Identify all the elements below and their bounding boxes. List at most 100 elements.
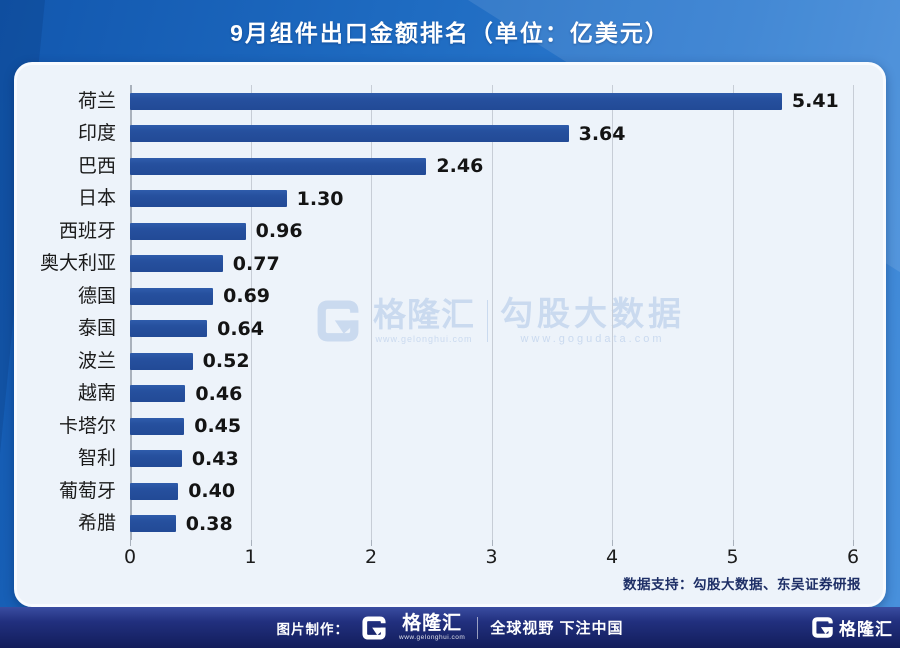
- footer-bar: 图片制作： 格隆汇 www.gelonghui.com 全球视野 下注中国 格隆…: [0, 607, 900, 648]
- gridline: [250, 85, 252, 546]
- bar-rows: 荷兰 5.41 印度 3.64 巴西 2.46 日本 1.30 西班牙 0.96 奥大利亚 0.77 德…: [17, 85, 883, 540]
- bar-row: 印度 3.64: [17, 118, 853, 151]
- bar-track: 0.43: [130, 443, 853, 476]
- x-tick-label: 6: [846, 546, 860, 568]
- gelonghui-logo-icon: [812, 617, 833, 638]
- bar-row: 西班牙 0.96: [17, 215, 853, 248]
- bar-row: 奥大利亚 0.77: [17, 248, 853, 281]
- bar-row: 希腊 0.38: [17, 508, 853, 541]
- bar-track: 0.40: [130, 475, 853, 508]
- bar: [130, 125, 569, 143]
- bar-chart: 荷兰 5.41 印度 3.64 巴西 2.46 日本 1.30 西班牙 0.96 奥大利亚 0.77 德…: [17, 85, 883, 546]
- page-title: 9月组件出口金额排名（单位：亿美元）: [230, 20, 670, 46]
- bar: [130, 352, 193, 370]
- bar: [130, 385, 186, 403]
- x-tick-label: 1: [244, 546, 257, 568]
- x-tick-label: 0: [123, 546, 137, 568]
- bar-value-label: 0.52: [202, 350, 250, 373]
- bar-row: 日本 1.30: [17, 183, 853, 216]
- bar-track: 1.30: [130, 183, 853, 216]
- made-by-label: 图片制作：: [276, 621, 349, 637]
- bar: [130, 287, 214, 305]
- bar-value-label: 0.69: [223, 285, 271, 308]
- category-label: 卡塔尔: [58, 414, 116, 437]
- bar-track: 2.46: [130, 150, 853, 183]
- bar-track: 0.77: [130, 248, 853, 281]
- gridline: [130, 85, 132, 546]
- category-label: 印度: [77, 122, 116, 145]
- chart-card: 格隆汇 www.gelonghui.com 勾股大数据 www.gogudata…: [14, 62, 886, 607]
- bar-track: 0.52: [130, 345, 853, 378]
- footer-right-logo: 格隆汇: [811, 607, 893, 648]
- bar-row: 巴西 2.46: [17, 150, 853, 183]
- footer-brand-block: 格隆汇 www.gelonghui.com: [399, 614, 465, 642]
- bar-row: 越南 0.46: [17, 378, 853, 411]
- category-label: 希腊: [77, 512, 116, 535]
- category-label: 西班牙: [58, 219, 116, 242]
- category-label: 德国: [77, 284, 116, 307]
- axis-tick: [491, 540, 493, 546]
- axis-tick: [853, 540, 854, 546]
- gridlines: [130, 85, 854, 546]
- bar-track: 3.64: [130, 118, 853, 151]
- gelonghui-logo-icon: [362, 615, 386, 640]
- bar: [130, 450, 182, 468]
- footer-divider: [477, 616, 479, 639]
- bar: [130, 417, 185, 435]
- x-tick-label: 3: [485, 546, 498, 568]
- bar-value-label: 0.64: [217, 317, 264, 340]
- x-axis: 0 1 2 3 4 5 6: [124, 546, 859, 572]
- bar: [130, 255, 223, 273]
- category-label: 日本: [77, 187, 116, 210]
- bar-row: 德国 0.69: [17, 280, 853, 313]
- bar-track: 0.38: [130, 508, 853, 541]
- category-label: 巴西: [77, 154, 116, 177]
- category-label: 智利: [77, 447, 116, 470]
- bar-value-label: 0.96: [255, 220, 303, 243]
- bar-row: 波兰 0.52: [17, 345, 853, 378]
- bar-track: 0.64: [130, 313, 853, 346]
- bar-value-label: 5.41: [791, 90, 839, 113]
- category-label: 荷兰: [77, 89, 116, 112]
- bar-value-label: 0.43: [191, 447, 239, 470]
- x-tick-label: 2: [364, 546, 378, 568]
- category-label: 泰国: [77, 317, 116, 340]
- bar: [130, 515, 176, 533]
- category-label: 奥大利亚: [39, 252, 116, 275]
- gridline: [853, 85, 854, 546]
- axis-tick: [250, 540, 252, 546]
- gridline: [371, 85, 372, 546]
- category-label: 越南: [77, 382, 116, 405]
- axis-tick: [612, 540, 613, 546]
- x-tick-label: 5: [726, 546, 739, 568]
- footer-brand-url: www.gelonghui.com: [399, 633, 466, 641]
- footer-slogan: 全球视野 下注中国: [490, 620, 624, 637]
- bar-value-label: 1.30: [296, 187, 344, 210]
- bar-value-label: 3.64: [578, 122, 626, 145]
- bar-row: 智利 0.43: [17, 443, 853, 476]
- bar-track: 0.46: [130, 378, 853, 411]
- bar-track: 0.96: [130, 215, 853, 248]
- gridline: [491, 85, 493, 546]
- bar-track: 0.69: [130, 280, 853, 313]
- axis-tick: [732, 540, 734, 546]
- gridline: [612, 85, 613, 546]
- bar-track: 0.45: [130, 410, 853, 443]
- footer-right-brand: 格隆汇: [839, 620, 893, 639]
- bar: [130, 190, 287, 208]
- bar: [130, 92, 782, 110]
- bar-value-label: 2.46: [436, 155, 484, 178]
- bar-value-label: 0.46: [195, 382, 243, 405]
- bar-value-label: 0.77: [232, 252, 280, 275]
- title-bar: 9月组件出口金额排名（单位：亿美元）: [0, 0, 900, 62]
- x-tick-label: 4: [605, 546, 619, 568]
- footer-credit: 图片制作： 格隆汇 www.gelonghui.com 全球视野 下注中国: [277, 614, 624, 642]
- bar-row: 葡萄牙 0.40: [17, 475, 853, 508]
- footer-brand: 格隆汇: [402, 612, 463, 634]
- source-note: 数据支持：勾股大数据、东吴证券研报: [623, 577, 861, 592]
- bar-value-label: 0.45: [194, 415, 242, 438]
- axis-tick: [371, 540, 372, 546]
- bar-value-label: 0.38: [185, 512, 233, 535]
- bar-row: 泰国 0.64: [17, 313, 853, 346]
